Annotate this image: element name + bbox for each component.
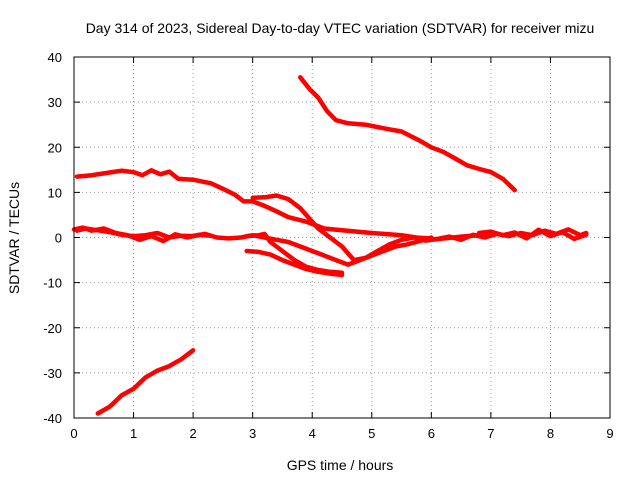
plot-series	[71, 75, 589, 416]
series-line-sat-c	[298, 75, 517, 193]
chart-title: Day 314 of 2023, Sidereal Day-to-day VTE…	[86, 20, 595, 36]
y-tick-label: -30	[43, 366, 62, 381]
y-tick-label: -40	[43, 411, 62, 426]
series-line-sat-h	[71, 225, 214, 244]
series-line-sat-b	[74, 168, 494, 243]
series-line-sat-j	[476, 227, 589, 242]
x-axis-ticks: 0 1 2 3 4 5 6 7 8 9	[70, 57, 614, 441]
y-tick-label: 10	[48, 185, 62, 200]
x-axis-label: GPS time / hours	[287, 457, 394, 473]
x-tick-label: 0	[70, 426, 77, 441]
y-tick-label: -10	[43, 276, 62, 291]
x-tick-label: 4	[309, 426, 316, 441]
x-tick-label: 9	[606, 426, 613, 441]
series-line-sat-g	[244, 231, 345, 275]
y-tick-label: 40	[48, 50, 62, 65]
x-tick-label: 8	[547, 426, 554, 441]
x-tick-label: 5	[368, 426, 375, 441]
y-tick-label: 20	[48, 140, 62, 155]
series-line-sat-d	[250, 193, 434, 263]
y-tick-label: 30	[48, 95, 62, 110]
y-tick-label: 0	[55, 231, 62, 246]
y-tick-label: -20	[43, 321, 62, 336]
series-line-sat-a	[95, 348, 196, 416]
y-axis-label: SDTVAR / TECUs	[6, 182, 22, 294]
x-tick-label: 2	[189, 426, 196, 441]
x-tick-label: 7	[487, 426, 494, 441]
x-tick-label: 6	[428, 426, 435, 441]
x-tick-label: 1	[130, 426, 137, 441]
x-tick-label: 3	[249, 426, 256, 441]
y-axis-ticks: -40 -30 -20 -10 0 10 20 30 40	[43, 50, 610, 426]
